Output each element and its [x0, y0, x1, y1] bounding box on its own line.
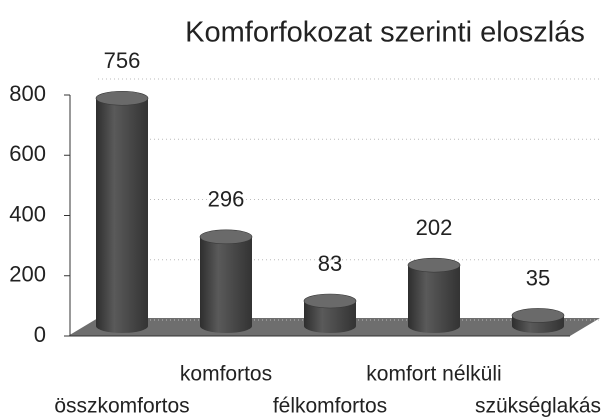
y-tick-label: 200	[9, 262, 46, 287]
bar	[96, 98, 148, 333]
bar	[200, 236, 252, 333]
value-label: 35	[526, 265, 550, 290]
bar	[304, 300, 356, 333]
bar	[408, 265, 460, 333]
y-tick-label: 600	[9, 141, 46, 166]
y-tick-label: 400	[9, 201, 46, 226]
value-label: 296	[208, 187, 245, 212]
x-tick-label: komfort nélküli	[366, 363, 501, 386]
y-tick-label: 0	[34, 322, 46, 347]
bar-top	[303, 293, 357, 309]
bar-top	[95, 90, 149, 106]
x-tick-label: szükséglakás	[475, 395, 601, 418]
value-label: 83	[318, 251, 342, 276]
x-tick-label: komfortos	[180, 363, 272, 386]
x-tick-label: félkomfortos	[273, 395, 387, 418]
x-tick-label: összkomfortos	[54, 395, 189, 418]
chart-title: Komforfokozat szerinti eloszlás	[185, 17, 585, 49]
y-tick-label: 800	[9, 81, 46, 106]
bar-top	[199, 229, 253, 245]
bar-top	[511, 308, 565, 323]
value-label: 756	[104, 48, 141, 73]
value-label: 202	[416, 215, 453, 240]
bar-top	[407, 257, 461, 273]
